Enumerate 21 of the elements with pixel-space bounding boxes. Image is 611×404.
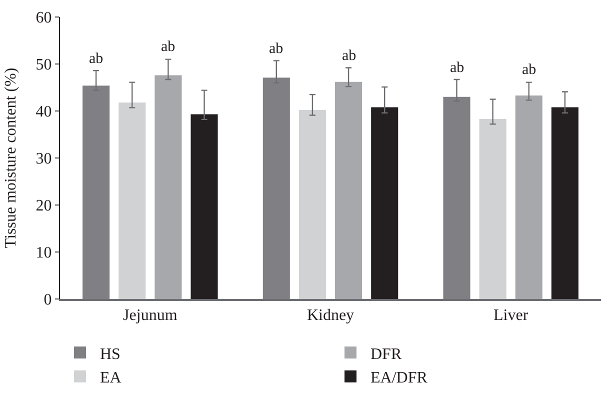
y-tick-label: 50 (36, 56, 52, 74)
y-tick-label: 30 (36, 150, 52, 168)
x-tick-label: Liver (494, 307, 529, 324)
y-tick-label: 0 (44, 292, 52, 309)
data-label: ab (522, 62, 536, 78)
x-tick-label: Jejunum (123, 307, 178, 324)
y-tick-label: 60 (36, 10, 52, 27)
legend-label: EA (100, 370, 122, 387)
legend-label: HS (100, 346, 120, 363)
data-label: ab (89, 51, 104, 67)
data-label: ab (342, 48, 356, 64)
data-label: ab (269, 41, 284, 57)
y-tick-label: 40 (36, 104, 52, 121)
legend-label: EA/DFR (370, 370, 428, 387)
data-label: ab (161, 39, 176, 55)
legend-label: DFR (370, 346, 402, 363)
y-tick-label: 20 (36, 198, 52, 215)
data-label: ab (450, 60, 464, 76)
x-tick-label: Kidney (306, 307, 354, 324)
y-axis-title: Tissue moisture content (%) (2, 68, 20, 248)
y-tick-label: 10 (36, 244, 52, 262)
